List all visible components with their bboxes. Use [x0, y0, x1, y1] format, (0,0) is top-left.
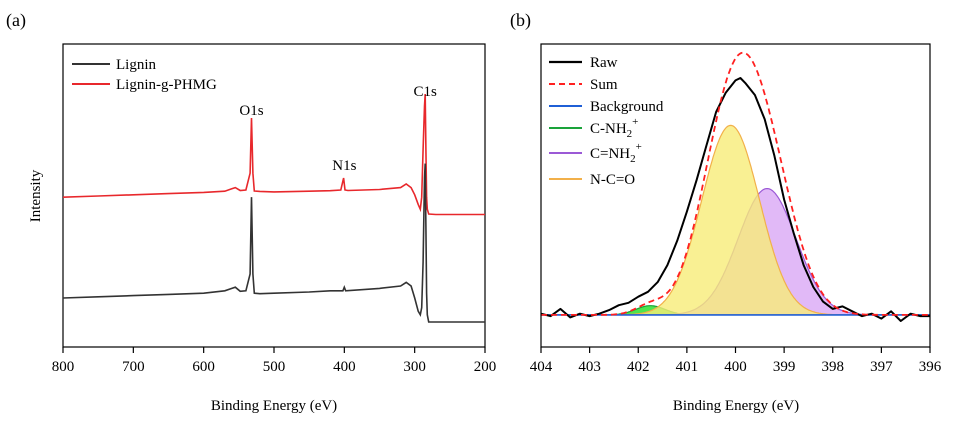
x-tick-label: 200: [474, 359, 497, 375]
panel-a-survey-spectrum: (a) 800 700 600 500 400 300 200 O1s N1s C1s Lign…: [6, 10, 496, 414]
series-line-raw: [540, 77, 930, 322]
legend-label-n-c-o: N-C=O: [590, 172, 635, 188]
panel-a-legend: Lignin Lignin-g-PHMG: [72, 57, 217, 93]
panel-b-label: (b): [510, 10, 531, 31]
panel-b-series: [540, 51, 930, 322]
legend-label-c-nh2: C-NH2+: [590, 116, 638, 140]
x-tick-label: 700: [122, 359, 145, 375]
x-tick-label: 600: [192, 359, 215, 375]
x-tick-label: 404: [530, 359, 553, 375]
x-tick-label: 403: [578, 359, 601, 375]
legend-label-background: Background: [590, 99, 664, 115]
x-tick-label: 399: [773, 359, 796, 375]
panel-b-x-axis-title: Binding Energy (eV): [673, 398, 799, 414]
series-line-sum: [541, 51, 930, 316]
x-tick-label: 400: [724, 359, 747, 375]
x-tick-label: 396: [919, 359, 942, 375]
x-tick-label: 800: [52, 359, 75, 375]
x-tick-label: 500: [263, 359, 286, 375]
panel-b-n1s-spectrum: (b) 404 403 402 401 400 399 398 397 396 Raw Sum …: [510, 10, 942, 414]
x-tick-label: 397: [870, 359, 893, 375]
series-line-lignin: [62, 163, 485, 323]
panel-a-y-axis-title: Intensity: [28, 169, 44, 222]
panel-a-series: [62, 93, 485, 323]
peak-label-n1s: N1s: [332, 158, 356, 174]
legend-label-lignin: Lignin: [116, 57, 156, 73]
panel-a-annotations: O1s N1s C1s: [239, 84, 437, 174]
x-tick-label: 398: [822, 359, 845, 375]
panel-a-label: (a): [6, 10, 26, 31]
x-tick-label: 401: [676, 359, 699, 375]
legend-label-sum: Sum: [590, 77, 618, 93]
panel-b-x-ticks: 404 403 402 401 400 399 398 397 396: [530, 347, 942, 375]
legend-label-raw: Raw: [590, 55, 618, 71]
panel-a-x-axis-title: Binding Energy (eV): [211, 398, 337, 414]
peak-label-c1s: C1s: [414, 84, 438, 100]
panel-b-legend: Raw Sum Background C-NH2+ C=NH2+ N-C=O: [549, 55, 664, 188]
x-tick-label: 402: [627, 359, 650, 375]
panel-a-x-ticks: 800 700 600 500 400 300 200: [52, 347, 497, 375]
legend-label-c-eq-nh2: C=NH2+: [590, 141, 642, 165]
x-tick-label: 400: [333, 359, 356, 375]
legend-label-lignin-g-phmg: Lignin-g-PHMG: [116, 77, 217, 93]
series-line-lignin-g-phmg: [62, 93, 485, 216]
peak-label-o1s: O1s: [239, 103, 263, 119]
x-tick-label: 300: [403, 359, 426, 375]
